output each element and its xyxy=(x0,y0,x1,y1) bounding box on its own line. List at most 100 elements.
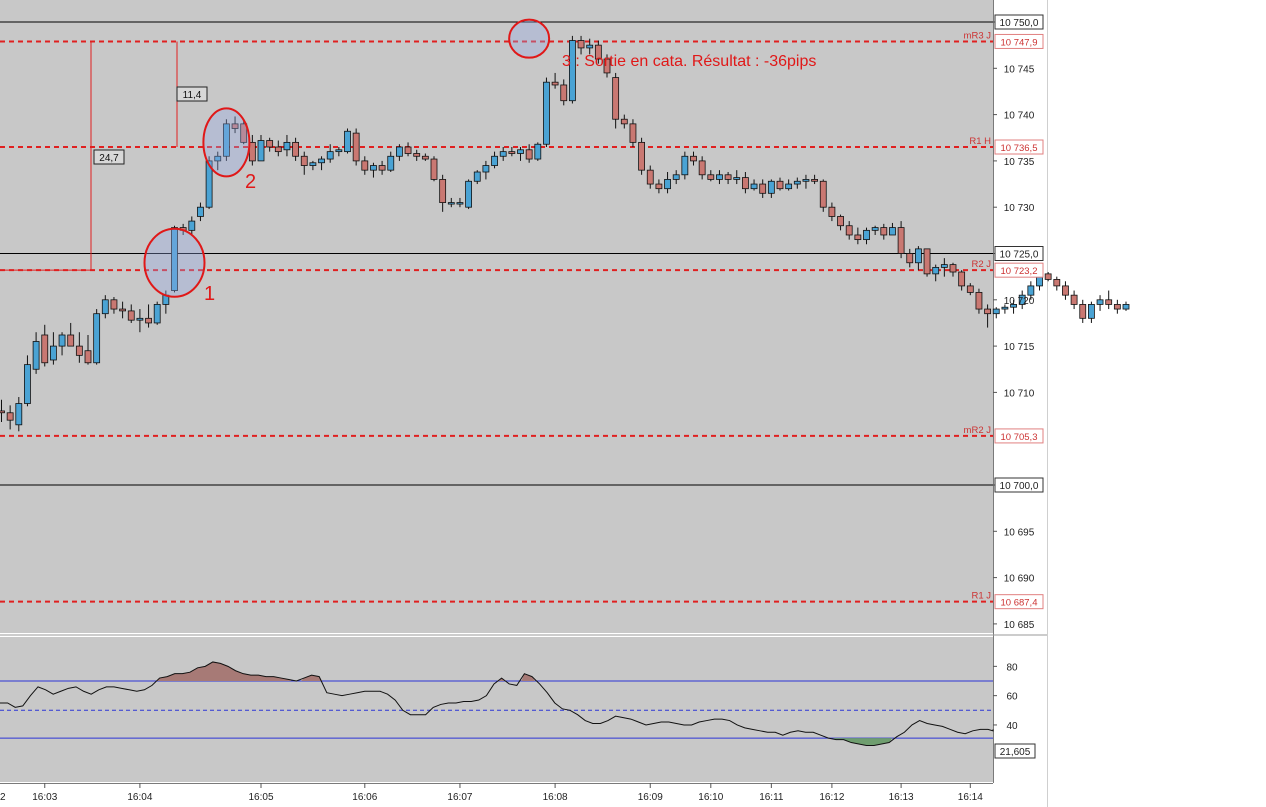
candle-body xyxy=(543,81,550,145)
xtick-label-2: 16:05 xyxy=(248,792,273,803)
candle-body xyxy=(283,141,291,151)
candle-body xyxy=(664,179,671,190)
candle-body xyxy=(110,299,118,310)
candle-body xyxy=(603,58,611,74)
measure-label-1: 11,4 xyxy=(183,90,202,101)
candle-body xyxy=(352,132,360,162)
candle-body xyxy=(67,334,75,347)
measure-box-1 xyxy=(176,86,208,102)
time-axis xyxy=(0,783,1047,807)
candle-body xyxy=(716,174,723,180)
measure-label-0: 24,7 xyxy=(99,153,119,164)
ytick-label-9: 10 700,0 xyxy=(1000,481,1039,492)
candle-body xyxy=(439,179,447,203)
candle-body xyxy=(638,141,645,171)
candle-body xyxy=(300,155,308,166)
candle-body xyxy=(785,183,793,190)
level-name-4: R1 J xyxy=(971,591,991,602)
candle-body xyxy=(1010,304,1017,308)
candle-body xyxy=(292,141,300,157)
candle-body xyxy=(1053,279,1061,287)
candle-body xyxy=(958,271,966,287)
annotation-exit: 3 : Sortie en cata. Résultat : -36pips xyxy=(562,53,816,70)
ytick-label-8: 10 710 xyxy=(1004,388,1035,399)
ytick-label-6: 10 720 xyxy=(1004,296,1035,307)
level-box-1 xyxy=(994,139,1044,155)
candle-body xyxy=(153,304,161,324)
candle-body xyxy=(473,171,481,182)
candle-body xyxy=(742,177,749,190)
candle-body xyxy=(534,143,542,160)
candle-body xyxy=(915,248,922,264)
candle-body xyxy=(171,227,178,291)
candle-body xyxy=(759,183,767,194)
level-name-2: R2 J xyxy=(971,259,991,270)
candle-body xyxy=(612,77,620,120)
osc-tick-label-1: 60 xyxy=(1006,692,1018,703)
candle-body xyxy=(240,123,248,143)
osc-tick-label-2: 40 xyxy=(1006,721,1018,732)
level-box-0 xyxy=(994,33,1044,49)
level-box-2 xyxy=(994,262,1044,278)
candle-body xyxy=(508,151,516,154)
candle-body xyxy=(1096,299,1104,305)
blank-margin xyxy=(1047,0,1266,807)
xtick-label-1: 16:04 xyxy=(127,792,152,803)
candle-body xyxy=(1088,304,1095,319)
xtick-label-9: 16:12 xyxy=(819,792,844,803)
candle-body xyxy=(629,123,637,143)
candle-body xyxy=(819,180,827,208)
candle-body xyxy=(205,160,213,208)
candle-body xyxy=(767,180,775,194)
level-box-4 xyxy=(994,594,1044,610)
candle-body xyxy=(75,345,83,356)
xtick-label-8: 16:11 xyxy=(759,792,784,803)
candle-body xyxy=(966,285,974,293)
candle-body xyxy=(274,146,282,153)
osc-line xyxy=(0,661,994,746)
candle-body xyxy=(517,149,524,154)
candle-body xyxy=(949,264,957,273)
candle-body xyxy=(845,225,853,236)
candle-body xyxy=(447,202,455,205)
ytick-label-12: 10 685 xyxy=(1004,620,1035,631)
candle-body xyxy=(793,180,801,185)
ytick-label-5: 10 725,0 xyxy=(1000,250,1039,261)
candle-body xyxy=(525,149,533,160)
candle-body xyxy=(491,155,498,166)
level-value-4: 10 687,4 xyxy=(1001,598,1038,609)
candle-body xyxy=(551,81,559,86)
candle-body xyxy=(1001,306,1009,310)
highlight-circle-3 xyxy=(508,18,551,59)
xtick-label-0: 16:03 xyxy=(32,792,57,803)
candle-body xyxy=(940,264,948,268)
candle-body xyxy=(889,227,896,236)
candle-body xyxy=(569,40,576,102)
ytick-box-9 xyxy=(994,477,1044,493)
candle-body xyxy=(456,202,464,205)
candle-body xyxy=(361,160,369,171)
candle-body xyxy=(923,248,931,275)
candle-body xyxy=(646,169,654,185)
candle-body xyxy=(1018,294,1026,305)
candle-body xyxy=(698,160,706,176)
candle-body xyxy=(145,317,152,324)
annotation-2: 2 xyxy=(245,171,256,193)
price-panel xyxy=(0,0,993,633)
candle-body xyxy=(32,341,40,370)
candle-body xyxy=(681,155,689,176)
candle-body xyxy=(577,40,585,49)
candle-body xyxy=(560,84,568,102)
candle-body xyxy=(863,229,870,241)
xtick-label-6: 16:09 xyxy=(638,792,663,803)
xtick-label-11: 16:14 xyxy=(958,792,983,803)
candle-body xyxy=(413,153,421,157)
candle-body xyxy=(309,162,317,166)
candle-body xyxy=(837,216,844,227)
candle-body xyxy=(214,155,222,162)
candle-body xyxy=(906,253,914,264)
candle-body xyxy=(1070,294,1078,305)
candle-body xyxy=(828,206,836,217)
ytick-label-7: 10 715 xyxy=(1004,342,1035,353)
